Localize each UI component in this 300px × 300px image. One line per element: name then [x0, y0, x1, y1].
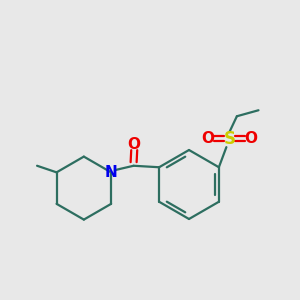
Text: O: O: [201, 131, 214, 146]
Text: N: N: [105, 165, 118, 180]
Text: O: O: [244, 131, 257, 146]
Text: O: O: [128, 136, 141, 152]
Text: S: S: [224, 130, 236, 148]
